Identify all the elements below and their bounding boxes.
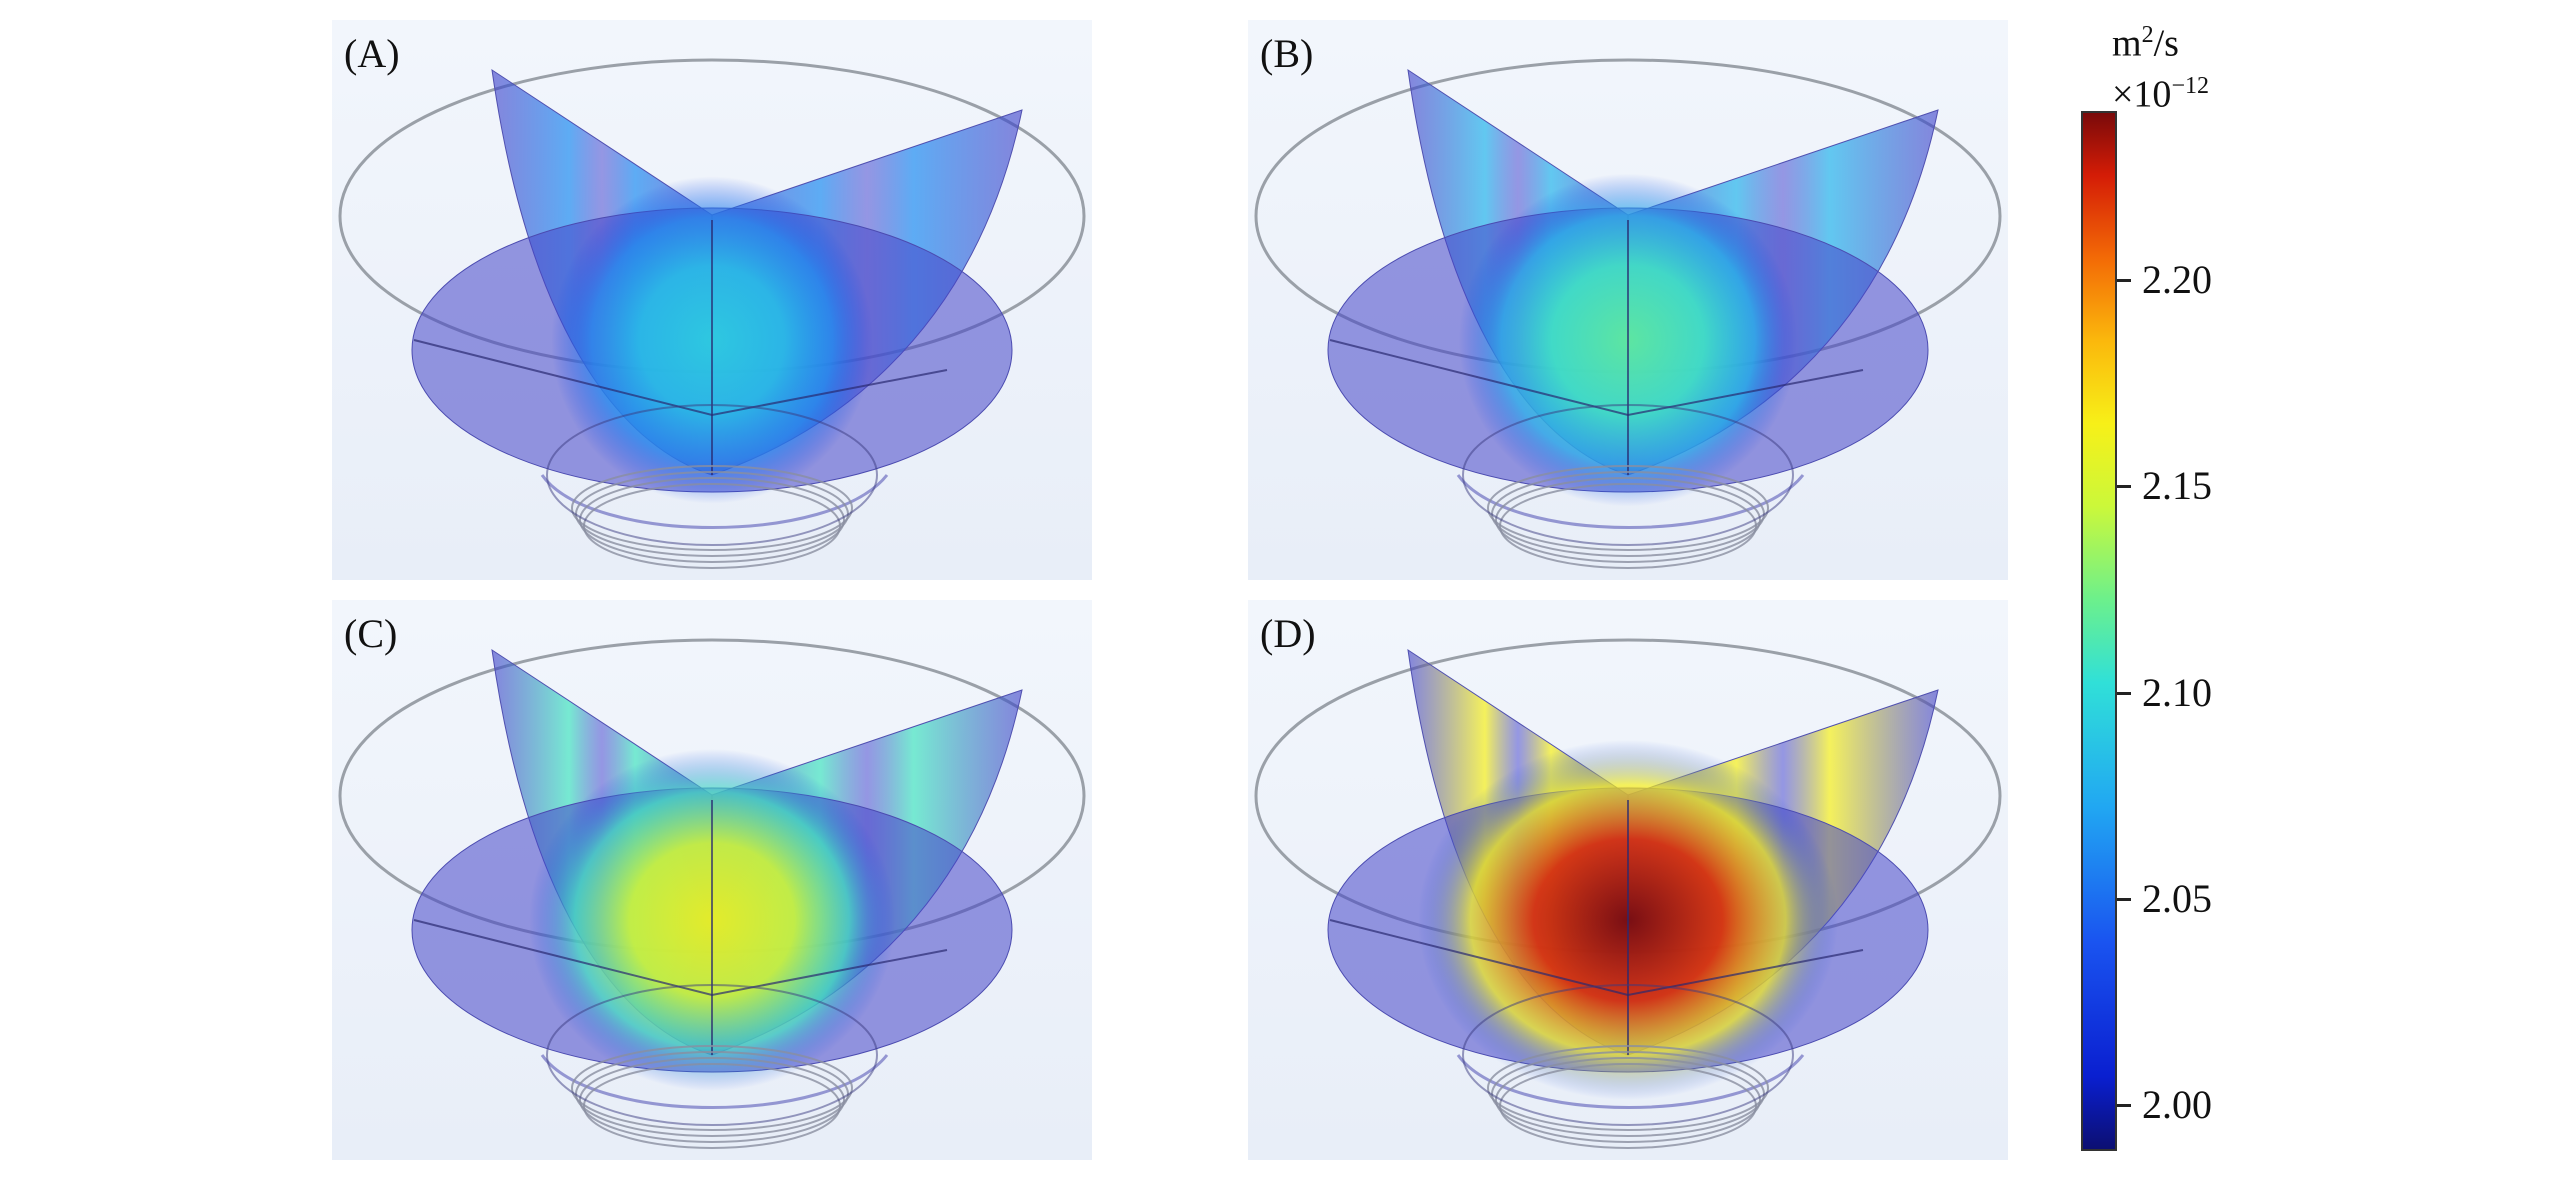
unit-rest: /s — [2153, 22, 2179, 65]
colorbar-tick-label: 2.20 — [2142, 257, 2212, 302]
bowl-plot — [338, 58, 1086, 569]
panel-a: (A) — [332, 20, 1092, 580]
colorbar-tick — [2117, 898, 2131, 901]
colorbar-tick-label: 2.00 — [2142, 1082, 2212, 1127]
panel-d: (D) — [1248, 600, 2008, 1160]
panel-label: (D) — [1260, 611, 1316, 656]
colorbar — [2081, 111, 2117, 1151]
colorbar-tick — [2117, 485, 2131, 488]
panel-label: (C) — [344, 611, 398, 656]
colorbar-tick — [2117, 279, 2131, 282]
colorbar-tick — [2117, 1104, 2131, 1107]
unit-main: m — [2112, 22, 2142, 65]
panel-label: (A) — [344, 31, 400, 76]
unit-multiplier: ×10 — [2112, 73, 2172, 116]
colorbar-tick — [2117, 692, 2131, 695]
unit-sup: 2 — [2141, 22, 2154, 48]
bowl-plot — [1254, 638, 2002, 1149]
bowl-plot — [338, 638, 1086, 1149]
panel-b: (B) — [1248, 20, 2008, 580]
bowl-plot — [1254, 58, 2002, 569]
colorbar-tick-label: 2.15 — [2142, 463, 2212, 508]
colorbar-unit: m2/s ×10−12 — [2112, 14, 2209, 115]
colorbar-tick-label: 2.10 — [2142, 670, 2212, 715]
panel-c: (C) — [332, 600, 1092, 1160]
unit-multiplier-exp: −12 — [2171, 72, 2209, 99]
colorbar-tick-label: 2.05 — [2142, 876, 2212, 921]
panel-label: (B) — [1260, 31, 1314, 76]
